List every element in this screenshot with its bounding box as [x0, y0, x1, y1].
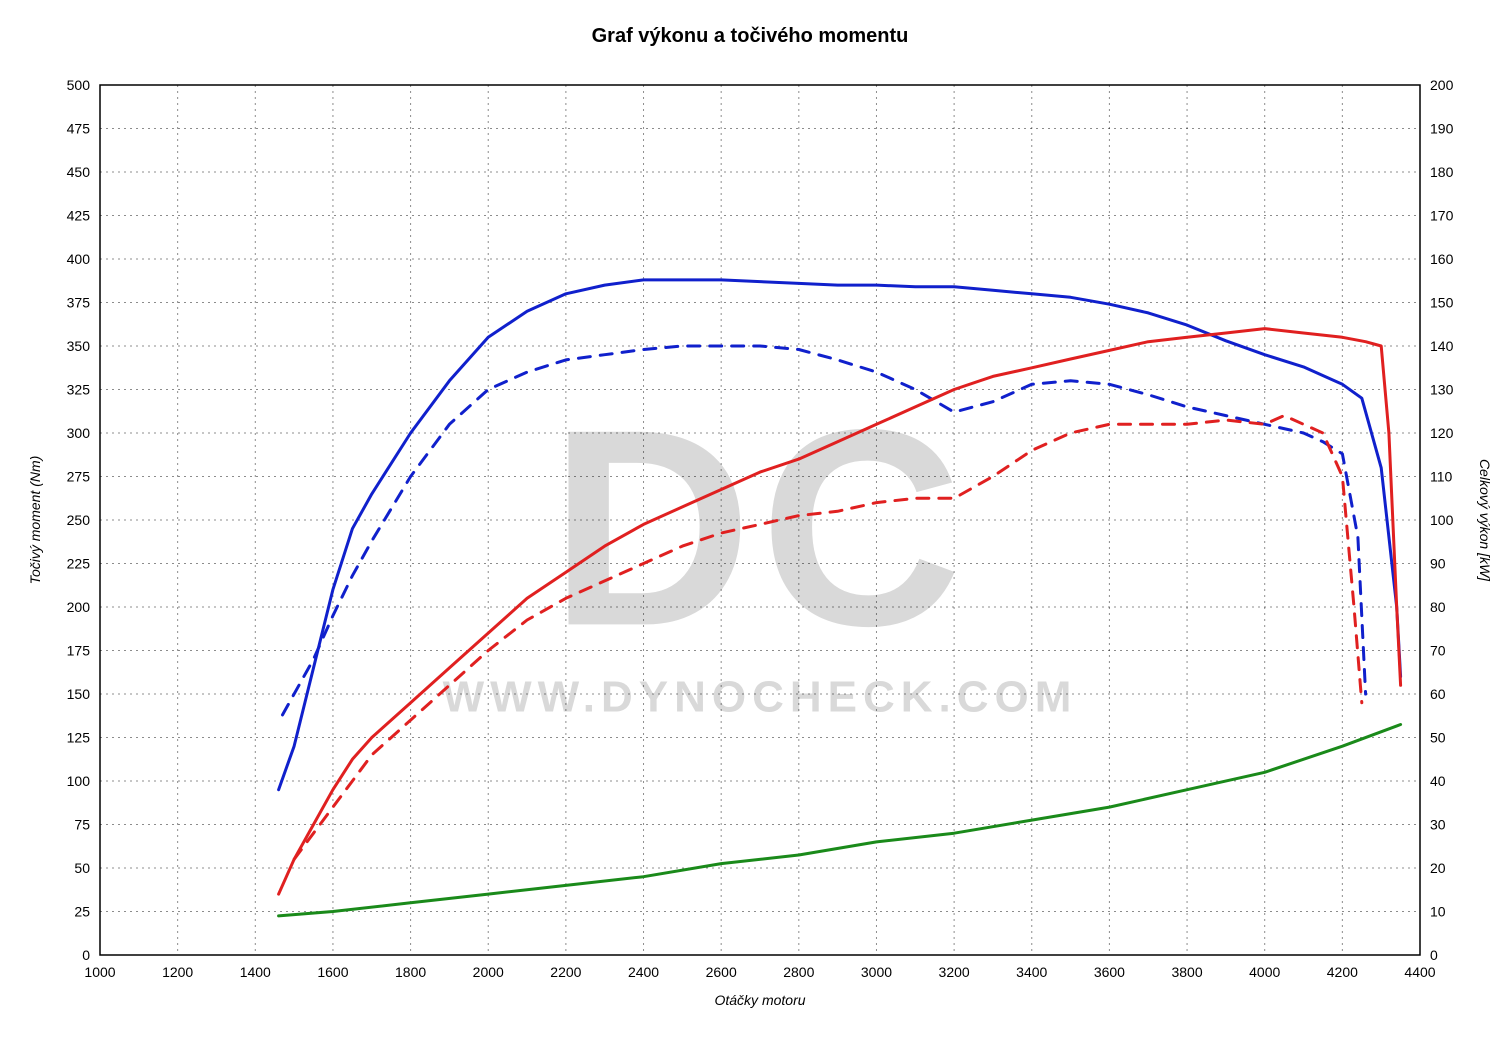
x-tick-label: 1600 [317, 964, 348, 980]
y-right-tick-label: 140 [1430, 338, 1454, 354]
chart-title: Graf výkonu a točivého momentu [592, 25, 909, 47]
x-tick-label: 4400 [1404, 964, 1435, 980]
y-left-tick-label: 500 [67, 77, 91, 93]
y-right-tick-label: 20 [1430, 860, 1446, 876]
dyno-chart: Graf výkonu a točivého momentu DCWWW.DYNO… [0, 0, 1500, 1041]
y-left-tick-label: 125 [67, 730, 91, 746]
y-right-tick-label: 10 [1430, 904, 1446, 920]
watermark-url: WWW.DYNOCHECK.COM [443, 672, 1078, 721]
y-left-tick-label: 350 [67, 338, 91, 354]
y-right-tick-label: 180 [1430, 164, 1454, 180]
y-left-tick-label: 450 [67, 164, 91, 180]
y-right-tick-label: 0 [1430, 947, 1438, 963]
y-right-tick-label: 170 [1430, 208, 1454, 224]
x-tick-label: 1400 [240, 964, 271, 980]
y-right-tick-label: 150 [1430, 295, 1454, 311]
y-left-tick-label: 250 [67, 512, 91, 528]
x-tick-label: 2800 [783, 964, 814, 980]
y-right-axis-label: Celkový výkon [kW] [1477, 459, 1493, 582]
y-left-tick-label: 25 [74, 904, 90, 920]
watermark-big: DC [550, 372, 970, 684]
x-axis-label: Otáčky motoru [714, 992, 805, 1008]
y-right-tick-label: 120 [1430, 425, 1454, 441]
y-left-tick-label: 225 [67, 556, 91, 572]
y-right-tick-label: 160 [1430, 251, 1454, 267]
y-right-tick-label: 90 [1430, 556, 1446, 572]
x-tick-label: 3800 [1171, 964, 1202, 980]
y-right-tick-label: 30 [1430, 817, 1446, 833]
x-tick-label: 1200 [162, 964, 193, 980]
x-tick-label: 3400 [1016, 964, 1047, 980]
y-right-tick-label: 110 [1430, 469, 1453, 485]
y-right-tick-label: 60 [1430, 686, 1446, 702]
y-left-tick-label: 400 [67, 251, 91, 267]
x-tick-label: 3600 [1094, 964, 1125, 980]
y-left-tick-label: 475 [67, 121, 91, 137]
x-tick-label: 4200 [1327, 964, 1358, 980]
y-right-tick-label: 130 [1430, 382, 1454, 398]
y-right-tick-label: 190 [1430, 121, 1454, 137]
y-right-tick-label: 40 [1430, 773, 1446, 789]
chart-svg: Graf výkonu a točivého momentu DCWWW.DYNO… [0, 0, 1500, 1041]
y-left-tick-label: 425 [67, 208, 91, 224]
y-left-tick-label: 175 [67, 643, 91, 659]
x-tick-label: 2400 [628, 964, 659, 980]
y-left-tick-label: 100 [67, 773, 91, 789]
y-right-tick-label: 70 [1430, 643, 1446, 659]
x-tick-label: 1800 [395, 964, 426, 980]
grid [100, 85, 1420, 955]
x-tick-label: 3200 [939, 964, 970, 980]
y-left-axis-label: Točivý moment (Nm) [27, 456, 43, 585]
x-tick-label: 4000 [1249, 964, 1280, 980]
y-left-tick-label: 375 [67, 295, 91, 311]
y-left-tick-label: 50 [74, 860, 90, 876]
y-left-tick-label: 300 [67, 425, 91, 441]
y-right-tick-label: 80 [1430, 599, 1446, 615]
y-left-tick-label: 75 [74, 817, 90, 833]
y-left-tick-label: 275 [67, 469, 91, 485]
y-left-tick-label: 150 [67, 686, 91, 702]
y-left-tick-label: 0 [82, 947, 90, 963]
x-tick-label: 2000 [473, 964, 504, 980]
y-left-tick-label: 200 [67, 599, 91, 615]
y-left-tick-label: 325 [67, 382, 91, 398]
x-tick-label: 1000 [84, 964, 115, 980]
x-tick-label: 2600 [706, 964, 737, 980]
x-tick-label: 2200 [550, 964, 581, 980]
x-tick-label: 3000 [861, 964, 892, 980]
y-right-tick-label: 50 [1430, 730, 1446, 746]
y-right-tick-label: 100 [1430, 512, 1454, 528]
y-right-tick-label: 200 [1430, 77, 1454, 93]
